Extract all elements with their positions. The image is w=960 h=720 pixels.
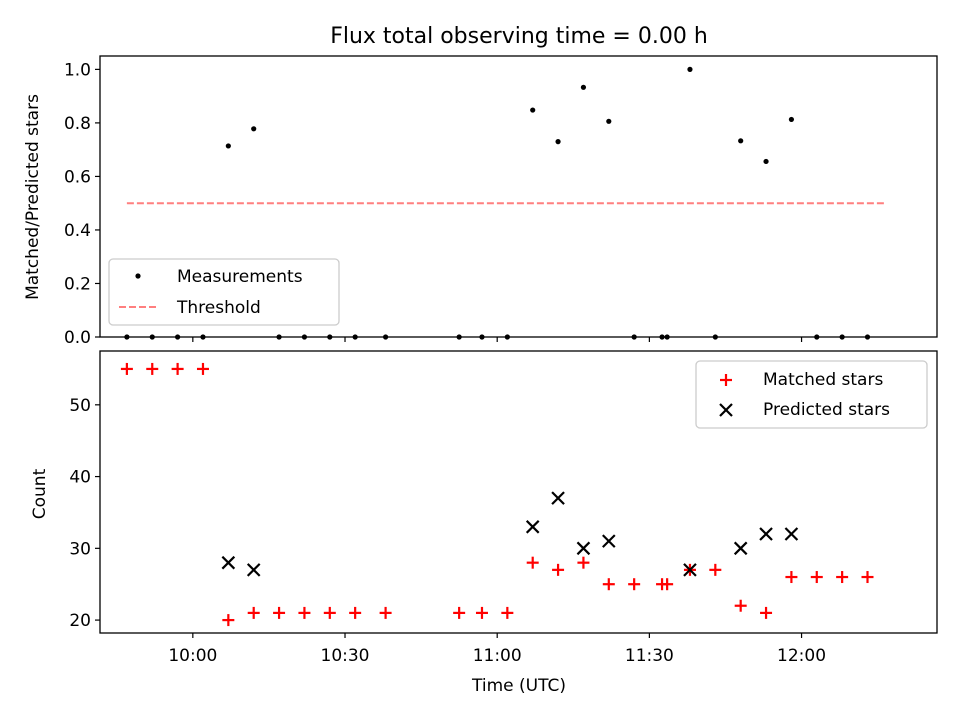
predicted-stars-point bbox=[683, 563, 697, 577]
y-tick-label: 0.4 bbox=[64, 221, 91, 241]
y-tick-label: 0.6 bbox=[64, 167, 91, 187]
measurement-point bbox=[788, 116, 795, 123]
predicted-stars-point bbox=[759, 527, 773, 541]
matched-stars-point bbox=[146, 362, 159, 375]
x-tick-label: 10:30 bbox=[321, 646, 370, 666]
matched-stars-point bbox=[552, 563, 565, 576]
matched-stars-point bbox=[661, 578, 674, 591]
matched-stars-point bbox=[379, 606, 392, 619]
predicted-stars-point bbox=[221, 555, 236, 570]
chart-title: Flux total observing time = 0.00 h bbox=[330, 24, 708, 49]
y-tick-label: 20 bbox=[69, 611, 91, 631]
y-tick-label: 0.0 bbox=[64, 328, 91, 348]
measurement-point bbox=[225, 143, 231, 149]
counts-x-axis: 10:00 10:30 11:00 11:30 12:00 bbox=[168, 633, 826, 666]
counts-plot-frame bbox=[99, 350, 938, 634]
measurement-point bbox=[580, 84, 587, 90]
matched-stars-point bbox=[861, 571, 874, 584]
measurement-point bbox=[738, 138, 744, 144]
matched-stars-point bbox=[734, 599, 747, 612]
measurement-point bbox=[687, 66, 693, 72]
counts-panel: 20 30 40 50 10:00 10:30 11:00 11:30 12:00 Count… bbox=[30, 350, 938, 696]
y-tick-label: 0.8 bbox=[64, 114, 91, 134]
matched-stars-point bbox=[760, 606, 773, 619]
y-tick-label: 1.0 bbox=[64, 60, 91, 80]
ratio-legend-box bbox=[108, 258, 340, 326]
ratio-legend: Measurements Threshold bbox=[108, 258, 340, 326]
measurement-point bbox=[763, 158, 769, 165]
matched-stars-point bbox=[247, 606, 260, 619]
predicted-stars-point bbox=[551, 491, 565, 505]
counts-plot-marks bbox=[120, 362, 874, 627]
predicted-stars-point bbox=[784, 527, 799, 541]
ratio-y-axis-label: Matched/Predicted stars bbox=[23, 94, 43, 300]
counts-y-axis: 20 30 40 50 bbox=[69, 396, 100, 631]
matched-stars-point bbox=[349, 606, 362, 619]
x-tick-label: 10:00 bbox=[168, 646, 217, 666]
matched-stars-point bbox=[836, 571, 849, 584]
x-axis-label: Time (UTC) bbox=[471, 676, 566, 696]
matched-stars-point bbox=[475, 606, 488, 619]
measurement-point bbox=[251, 126, 257, 132]
predicted-stars-point bbox=[525, 520, 540, 534]
legend-measurements-marker bbox=[135, 273, 141, 279]
counts-legend: Matched stars Predicted stars bbox=[695, 360, 928, 429]
matched-stars-point bbox=[196, 362, 209, 375]
matched-stars-point bbox=[120, 362, 133, 375]
matched-stars-point bbox=[222, 614, 235, 627]
x-tick-label: 11:00 bbox=[473, 646, 522, 666]
matched-stars-point bbox=[709, 563, 722, 576]
matched-stars-point bbox=[273, 606, 286, 619]
legend-predicted-label: Predicted stars bbox=[763, 400, 890, 420]
matched-stars-point bbox=[298, 606, 311, 619]
matched-stars-point bbox=[810, 571, 823, 584]
counts-legend-box bbox=[695, 360, 928, 429]
matched-stars-point bbox=[453, 606, 466, 619]
matched-stars-point bbox=[602, 578, 615, 591]
y-tick-label: 40 bbox=[69, 468, 91, 488]
predicted-stars-point bbox=[246, 563, 261, 577]
matched-stars-point bbox=[526, 556, 539, 569]
matched-stars-point bbox=[577, 556, 590, 569]
legend-threshold-label: Threshold bbox=[176, 298, 261, 318]
legend-matched-marker bbox=[720, 374, 732, 386]
legend-measurements-label: Measurements bbox=[177, 267, 303, 287]
matched-stars-point bbox=[785, 571, 798, 584]
ratio-plot-marks bbox=[124, 66, 887, 340]
counts-y-axis-label: Count bbox=[30, 468, 50, 519]
ratio-x-ticks bbox=[192, 337, 803, 342]
ratio-y-axis: 0.0 0.2 0.4 0.6 0.8 1.0 bbox=[64, 60, 100, 348]
ratio-panel: 0.0 0.2 0.4 0.6 0.8 1.0 Matched/Predicted sta… bbox=[23, 55, 938, 348]
measurement-point bbox=[606, 118, 612, 124]
y-tick-label: 30 bbox=[69, 539, 91, 559]
measurement-point bbox=[555, 139, 561, 145]
y-tick-label: 50 bbox=[69, 396, 91, 416]
legend-predicted-marker bbox=[719, 403, 733, 417]
x-tick-label: 11:30 bbox=[625, 646, 674, 666]
ratio-plot-frame bbox=[99, 55, 938, 338]
predicted-stars-point bbox=[602, 534, 616, 548]
y-tick-label: 0.2 bbox=[64, 274, 91, 294]
matched-stars-point bbox=[323, 606, 336, 619]
matched-stars-point bbox=[171, 362, 184, 375]
predicted-stars-point bbox=[576, 541, 591, 556]
matched-stars-point bbox=[628, 578, 641, 591]
measurement-point bbox=[530, 107, 536, 113]
predicted-stars-point bbox=[733, 541, 748, 556]
x-tick-label: 12:00 bbox=[777, 646, 826, 666]
legend-matched-label: Matched stars bbox=[763, 370, 883, 390]
matched-stars-point bbox=[501, 606, 514, 619]
